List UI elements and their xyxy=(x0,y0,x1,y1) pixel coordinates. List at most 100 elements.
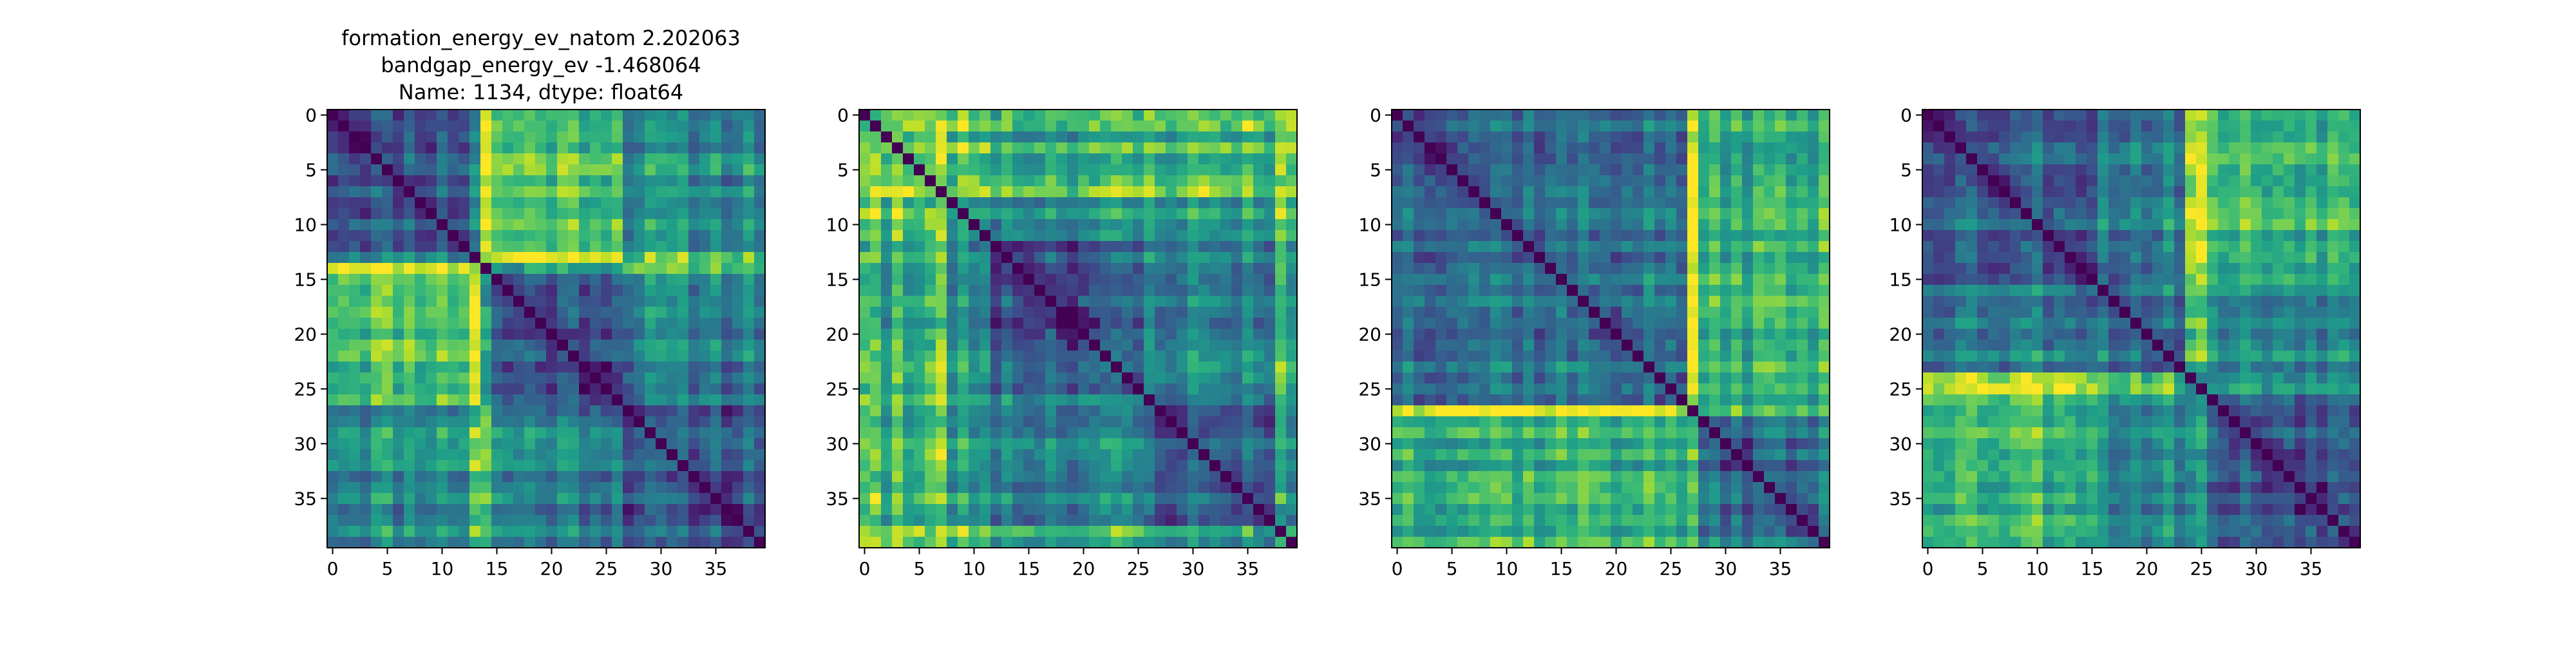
heatmap-cell xyxy=(1166,263,1177,275)
heatmap-cell xyxy=(1676,526,1688,537)
heatmap-cell xyxy=(903,471,914,483)
heatmap-cell xyxy=(349,515,361,526)
heatmap-cell xyxy=(1589,515,1600,526)
heatmap-cell xyxy=(1242,186,1254,198)
heatmap-cell xyxy=(1556,482,1567,494)
heatmap-cell xyxy=(459,537,470,548)
heatmap-cell xyxy=(1687,351,1699,362)
heatmap-cell xyxy=(710,515,722,526)
heatmap-cell xyxy=(338,263,350,275)
heatmap-cell xyxy=(623,208,634,220)
heatmap-cell xyxy=(1045,142,1057,154)
heatmap-cell xyxy=(1111,427,1122,439)
heatmap-cell xyxy=(1286,285,1298,296)
x-tick-label: 5 xyxy=(382,558,393,579)
heatmap-cell xyxy=(903,241,914,253)
heatmap-cell xyxy=(437,449,448,461)
heatmap-cell xyxy=(590,230,601,242)
heatmap-cell xyxy=(914,537,925,548)
heatmap-cell xyxy=(710,121,722,132)
heatmap-cell xyxy=(1012,164,1024,176)
heatmap-cell xyxy=(903,110,914,121)
heatmap-cell xyxy=(903,197,914,209)
heatmap-cell xyxy=(1275,340,1287,351)
heatmap-cell xyxy=(382,142,393,154)
heatmap-cell xyxy=(1457,449,1469,461)
heatmap-cell xyxy=(754,372,766,384)
heatmap-cell xyxy=(1242,372,1254,384)
heatmap-cell xyxy=(1567,504,1578,516)
heatmap-cell xyxy=(1490,372,1502,384)
heatmap-cell xyxy=(590,383,601,395)
heatmap-cell xyxy=(1534,427,1546,439)
heatmap-cell xyxy=(1556,362,1567,373)
heatmap-cell xyxy=(1665,340,1677,351)
heatmap-cell xyxy=(2218,121,2230,132)
heatmap-cell xyxy=(1512,438,1524,450)
heatmap-cell xyxy=(1808,504,1819,516)
heatmap-cell xyxy=(732,110,744,121)
heatmap-cell xyxy=(990,515,1002,526)
heatmap-cell xyxy=(1819,274,1830,285)
heatmap-cell xyxy=(1264,285,1276,296)
heatmap-cell xyxy=(1209,493,1221,505)
heatmap-cell xyxy=(349,394,361,406)
heatmap-cell xyxy=(1676,219,1688,231)
heatmap-cell xyxy=(1264,296,1276,307)
heatmap-cell xyxy=(1177,405,1188,417)
heatmap-cell xyxy=(1012,175,1024,187)
heatmap-cell xyxy=(371,186,383,198)
heatmap-cell xyxy=(1490,427,1502,439)
heatmap-cell xyxy=(382,515,393,526)
heatmap-cell xyxy=(1392,383,1403,395)
heatmap-cell xyxy=(404,110,415,121)
heatmap-cell xyxy=(1819,449,1830,461)
heatmap-cell xyxy=(1753,230,1765,242)
heatmap-cell xyxy=(1023,307,1035,318)
heatmap-cell xyxy=(870,208,882,220)
heatmap-cell xyxy=(1446,208,1458,220)
heatmap-cell xyxy=(645,285,656,296)
heatmap-cell xyxy=(990,142,1002,154)
heatmap-cell xyxy=(1775,186,1786,198)
heatmap-cell xyxy=(1589,285,1600,296)
heatmap-cell xyxy=(535,121,547,132)
heatmap-cell xyxy=(524,493,536,505)
heatmap-cell xyxy=(1545,405,1557,417)
heatmap-cell xyxy=(579,515,591,526)
heatmap-cell xyxy=(491,416,503,428)
heatmap-cell xyxy=(1490,318,1502,329)
heatmap-cell xyxy=(1220,372,1232,384)
heatmap-cell xyxy=(2185,110,2197,121)
heatmap-cell xyxy=(546,230,558,242)
heatmap-cell xyxy=(327,131,339,143)
heatmap-cell xyxy=(1698,318,1710,329)
heatmap-cell xyxy=(721,318,733,329)
heatmap-cell xyxy=(1786,241,1797,253)
heatmap-cell xyxy=(1589,504,1600,516)
heatmap-cell xyxy=(1589,362,1600,373)
heatmap-cell xyxy=(1775,482,1786,494)
heatmap-cell xyxy=(1753,405,1765,417)
heatmap-cell xyxy=(870,427,882,439)
heatmap-cell xyxy=(1242,110,1254,121)
heatmap-cell xyxy=(667,460,678,472)
heatmap-cell xyxy=(524,307,536,318)
figure-title: formation_energy_ev_natom 2.202063 bandg… xyxy=(341,26,741,104)
heatmap-cell xyxy=(980,121,991,132)
heatmap-cell xyxy=(1633,405,1644,417)
heatmap-cell xyxy=(1797,219,1808,231)
heatmap-cell xyxy=(1089,285,1101,296)
heatmap-cell xyxy=(980,471,991,483)
heatmap-cell xyxy=(1045,121,1057,132)
heatmap-cell xyxy=(1731,340,1743,351)
heatmap-cell xyxy=(1209,537,1221,548)
x-tick-label: 35 xyxy=(1769,558,1792,579)
heatmap-cell xyxy=(1034,482,1046,494)
heatmap-cell xyxy=(1731,186,1743,198)
heatmap-cell xyxy=(859,427,871,439)
heatmap-cell xyxy=(1468,142,1480,154)
heatmap-cell xyxy=(612,274,623,285)
x-tick-label: 10 xyxy=(431,558,454,579)
heatmap-cell xyxy=(1286,460,1298,472)
